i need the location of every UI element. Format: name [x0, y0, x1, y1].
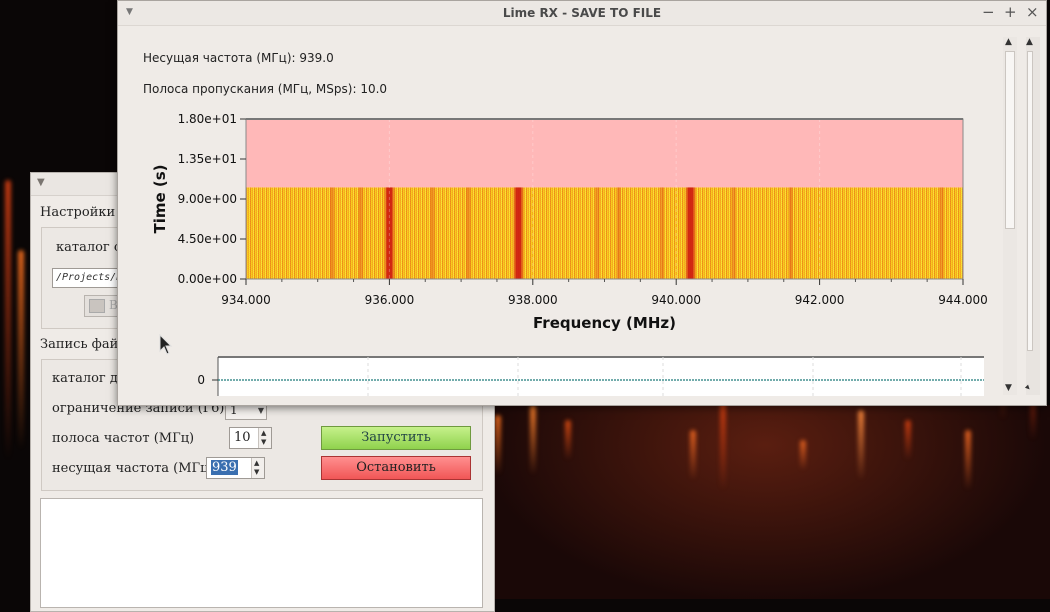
heatmap-region: [246, 187, 963, 279]
weak-signal-band: [788, 187, 793, 279]
band-value: 10: [234, 430, 251, 445]
bandwidth-info: Полоса пропускания (МГц, MSps): 10.0: [143, 82, 387, 96]
weak-signal-band: [731, 187, 736, 279]
x-tick-label: 940.000: [651, 293, 701, 307]
front-window[interactable]: ▼ Lime RX - SAVE TO FILE − + × Несущая ч…: [117, 0, 1047, 406]
x-tick-label: 942.000: [795, 293, 845, 307]
folder-icon: [89, 299, 105, 313]
background-streak: [495, 415, 501, 475]
background-streak: [690, 430, 696, 480]
spin-up-icon[interactable]: ▲: [254, 459, 260, 467]
background-streak: [858, 410, 864, 480]
y-tick-label: 0.00e+00: [178, 272, 237, 286]
y-tick-label: 9.00e+00: [178, 192, 237, 206]
desktop-background: [5, 180, 1050, 599]
spin-down-icon[interactable]: ▼: [261, 438, 267, 446]
settings-section-label: Настройки: [40, 205, 116, 220]
strong-signal-band: [515, 187, 522, 279]
strong-signal-band: [386, 187, 393, 279]
x-tick-label: 938.000: [508, 293, 558, 307]
window-menu-icon[interactable]: ▼: [126, 7, 133, 17]
band-spinbox[interactable]: 10 ▲ ▼: [229, 427, 272, 449]
weak-signal-band: [430, 187, 435, 279]
log-text-area[interactable]: [40, 498, 483, 608]
signal-chart: 0: [197, 356, 984, 396]
weak-signal-band: [616, 187, 621, 279]
outer-scroll-up-icon[interactable]: ▲: [1026, 37, 1033, 47]
outer-scrollbar-thumb[interactable]: [1027, 51, 1033, 351]
minimize-icon[interactable]: −: [982, 3, 995, 21]
window-menu-icon[interactable]: ▼: [37, 177, 45, 188]
y-tick-label: 1.35e+01: [178, 152, 237, 166]
scroll-up-icon[interactable]: ▲: [1005, 37, 1012, 47]
background-streak: [800, 440, 806, 470]
background-streak: [530, 405, 536, 475]
limit-value: 1: [230, 403, 238, 417]
chevron-down-icon: ▼: [257, 406, 264, 415]
band-label: полоса частот (МГц): [52, 431, 195, 446]
weak-signal-band: [466, 187, 471, 279]
window-title: Lime RX - SAVE TO FILE: [502, 6, 662, 20]
signal-plot-area: [218, 357, 984, 396]
front-window-titlebar[interactable]: ▼ Lime RX - SAVE TO FILE − + ×: [118, 1, 1046, 26]
empty-region: [246, 119, 963, 188]
y-tick-label: 1.80e+01: [178, 112, 237, 126]
carrier-freq-spinbox[interactable]: 939 ▲ ▼: [206, 457, 265, 479]
background-streak: [565, 420, 571, 460]
path-input[interactable]: /Projects/Re: [52, 268, 122, 288]
weak-signal-band: [330, 187, 335, 279]
catalog-label: каталог со: [56, 240, 129, 255]
stop-button[interactable]: Остановить: [321, 456, 471, 480]
carrier-info: Несущая частота (МГц): 939.0: [143, 51, 334, 65]
carrier-freq-label: несущая частота (МГц): [52, 461, 214, 476]
catalog2-label: каталог дл: [52, 371, 127, 386]
weak-signal-band: [595, 187, 600, 279]
x-tick-label: 936.000: [365, 293, 415, 307]
spin-arrows[interactable]: ▲ ▼: [258, 428, 271, 448]
spin-down-icon[interactable]: ▼: [254, 468, 260, 476]
weak-signal-band: [358, 187, 363, 279]
maximize-icon[interactable]: +: [1004, 3, 1017, 21]
close-icon[interactable]: ×: [1026, 3, 1039, 21]
weak-signal-band: [659, 187, 664, 279]
signal-y-tick-label: 0: [197, 373, 205, 387]
carrier-freq-value: 939: [211, 460, 238, 475]
browse-button[interactable]: В: [84, 295, 120, 317]
mouse-cursor-icon: [159, 334, 173, 355]
record-section-label: Запись файл: [40, 337, 127, 352]
bandwidth-info-value: 10.0: [360, 82, 388, 96]
background-streak: [5, 180, 11, 460]
background-streak: [18, 250, 24, 450]
carrier-info-value: 939.0: [299, 51, 334, 65]
carrier-freq-selected-text: 939: [211, 460, 238, 475]
scroll-down-icon[interactable]: ▼: [1005, 383, 1012, 393]
background-streak: [720, 400, 726, 490]
strong-signal-band: [687, 187, 694, 279]
spin-up-icon[interactable]: ▲: [261, 429, 267, 437]
resize-grip-icon[interactable]: ▾: [1023, 382, 1034, 394]
scrollbar-thumb[interactable]: [1005, 51, 1015, 229]
browse-label: В: [109, 298, 118, 312]
spin-arrows[interactable]: ▲ ▼: [251, 458, 264, 478]
weak-signal-band: [939, 187, 944, 279]
carrier-info-label: Несущая частота (МГц):: [143, 51, 296, 65]
x-tick-label: 944.000: [938, 293, 988, 307]
vertical-scrollbar[interactable]: ▲ ▼: [1003, 37, 1017, 395]
x-tick-label: 934.000: [221, 293, 271, 307]
x-axis-label: Frequency (MHz): [533, 314, 676, 332]
outer-scrollbar[interactable]: ▲ ▾: [1023, 37, 1040, 395]
bandwidth-info-label: Полоса пропускания (МГц, MSps):: [143, 82, 357, 96]
y-tick-label: 4.50e+00: [178, 232, 237, 246]
start-button[interactable]: Запустить: [321, 426, 471, 450]
background-streak: [905, 420, 911, 460]
y-axis-label: Time (s): [151, 164, 169, 233]
spectrogram-chart: 934.000 936.000 938.000 940.000 942.000 944.0…: [151, 112, 988, 332]
background-glow: [480, 405, 1050, 599]
background-streak: [965, 430, 971, 490]
